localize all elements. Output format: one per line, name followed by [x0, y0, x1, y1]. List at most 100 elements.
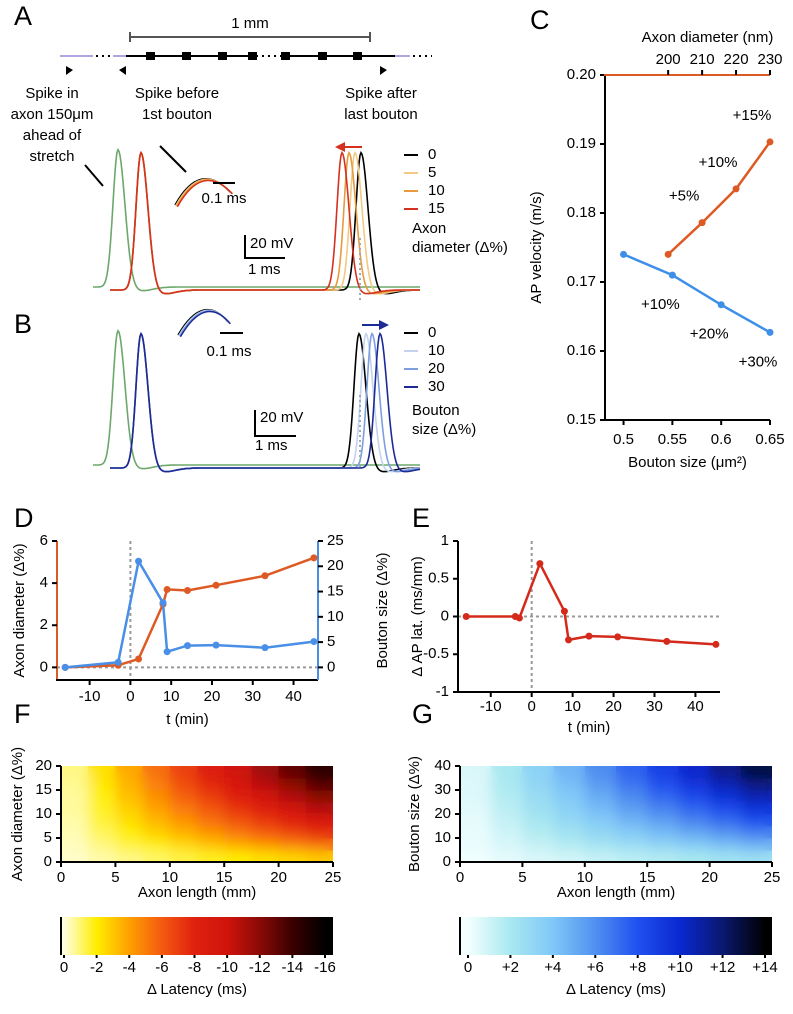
data-point	[261, 644, 269, 652]
annotation: stretch	[29, 148, 74, 165]
legend-label: 0	[428, 146, 436, 163]
panel-label: D	[14, 503, 34, 533]
colorbar-tick-label: -10	[216, 959, 238, 976]
data-point	[310, 638, 318, 646]
tick-label: 0	[441, 607, 449, 624]
data-point	[212, 641, 220, 649]
data-point	[565, 636, 573, 644]
annotation: Spike after	[345, 85, 417, 102]
tick-label: 40	[285, 688, 302, 705]
annotation: ahead of	[23, 127, 82, 144]
tick-label: 0.65	[755, 431, 784, 448]
annotation: last bouton	[344, 106, 417, 123]
tick-label: 2	[40, 616, 48, 633]
heatmap-smoothing	[460, 766, 772, 862]
data-point	[712, 640, 720, 648]
point-label: +5%	[669, 188, 699, 205]
data-point	[184, 586, 191, 594]
data-point	[560, 607, 568, 615]
colorbar-tick-label: 0	[60, 959, 68, 976]
colorbar-tick-label: -2	[90, 959, 103, 976]
tick-label: 15	[639, 869, 656, 886]
tick-label: 0.5	[428, 570, 449, 587]
axis-title: Axon diameter (nm)	[642, 29, 774, 46]
scale-label: 1 ms	[255, 437, 288, 454]
colorbar-tick-label: 0	[464, 959, 472, 976]
tick-label: 15	[35, 781, 52, 798]
tick-label: 0	[443, 853, 451, 870]
data-point	[664, 250, 672, 258]
data-point	[261, 572, 269, 580]
tick-label: 30	[244, 688, 261, 705]
annotation: Spike before	[135, 85, 219, 102]
legend-title: diameter (Δ%)	[412, 239, 508, 256]
annotation: 1st bouton	[142, 106, 212, 123]
colorbar-tick-label: -6	[155, 959, 168, 976]
trace	[110, 150, 420, 295]
data-point	[310, 554, 318, 562]
tick-label: 10	[327, 608, 344, 625]
panel-label: E	[412, 503, 430, 533]
scale-label: 20 mV	[260, 409, 303, 426]
axis-title: Axon diameter (Δ%)	[11, 543, 28, 677]
panel-label: F	[14, 699, 31, 729]
tick-label: 20	[701, 869, 718, 886]
data-point	[668, 271, 676, 279]
axis-title: Axon diameter (Δ%)	[9, 747, 26, 881]
legend-label: 5	[428, 164, 436, 181]
data-point	[114, 658, 122, 666]
colorbar-tick-label: -8	[188, 959, 201, 976]
data-point	[135, 557, 143, 565]
tick-label: 40	[434, 757, 451, 774]
series-line	[623, 253, 771, 334]
inset-scale-label: 0.1 ms	[201, 190, 246, 207]
tick-label: 200	[656, 51, 681, 68]
point-label: +10%	[699, 154, 738, 171]
data-point	[620, 250, 628, 258]
shift-arrowhead	[379, 320, 389, 330]
tick-label: 10	[35, 805, 52, 822]
series-line	[466, 560, 716, 646]
tick-label: 20	[270, 869, 287, 886]
data-point	[698, 219, 706, 227]
data-point	[766, 138, 774, 146]
data-point	[663, 637, 671, 645]
tick-label: 10	[161, 869, 178, 886]
point-label: +30%	[739, 353, 778, 370]
data-point	[614, 633, 622, 641]
scale-label: 1 mm	[231, 15, 269, 32]
legend-title: Axon	[412, 220, 446, 237]
annotation: axon 150μm	[11, 106, 94, 123]
tick-label: -0.5	[423, 645, 449, 662]
data-point	[61, 663, 69, 671]
axis-title: Bouton size (μm²)	[628, 454, 747, 471]
panel-label: A	[14, 1, 32, 31]
scale-bar	[244, 235, 285, 259]
tick-label: 10	[564, 698, 581, 715]
axis-title: AP velocity (m/s)	[528, 191, 545, 303]
tick-label: 5	[44, 829, 52, 846]
tick-label: -10	[480, 698, 502, 715]
tick-label: 10	[163, 688, 180, 705]
trace	[110, 331, 421, 473]
legend-label: 10	[428, 182, 445, 199]
data-point	[585, 632, 593, 640]
colorbar-title: Δ Latency (ms)	[147, 981, 247, 998]
tick-label: 0.55	[658, 431, 687, 448]
axis-title: Bouton size (Δ%)	[374, 553, 391, 669]
tick-label: 6	[40, 532, 48, 549]
legend-label: 30	[428, 378, 445, 395]
tick-label: 15	[216, 869, 233, 886]
colorbar-tick-label: +14	[752, 959, 777, 976]
tick-label: 0.20	[567, 66, 596, 83]
axis-title: Axon length (mm)	[138, 884, 256, 901]
data-point	[536, 560, 544, 568]
legend-label: 15	[428, 200, 445, 217]
point-label: +10%	[641, 296, 680, 313]
tick-label: 30	[646, 698, 663, 715]
tick-label: 0	[456, 869, 464, 886]
legend-label: 10	[428, 342, 445, 359]
axon-schematic	[60, 32, 432, 187]
tick-label: 230	[757, 51, 782, 68]
tick-label: 5	[518, 869, 526, 886]
